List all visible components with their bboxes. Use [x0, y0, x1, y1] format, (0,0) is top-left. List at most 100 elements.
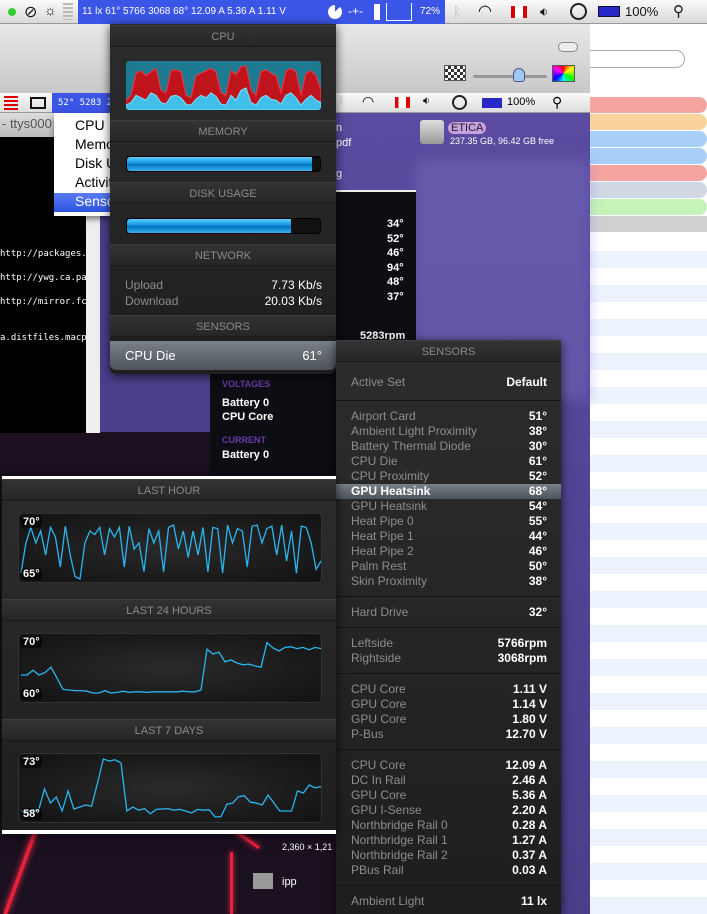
sensor-row[interactable]: PBus Rail 0.03 A: [351, 863, 547, 878]
file-icon[interactable]: [253, 873, 273, 889]
sensor-label: Hard Drive: [351, 605, 409, 619]
sensor-row[interactable]: Leftside 5766rpm: [351, 636, 547, 651]
sensor-row[interactable]: Hard Drive 32°: [351, 605, 547, 620]
spotlight-search-icon[interactable]: ⚲: [673, 3, 684, 20]
sensor-row[interactable]: Palm Rest 50°: [351, 559, 547, 574]
istat-menu-item[interactable]: 52° 5283 26: [52, 93, 110, 113]
sensor-row[interactable]: CPU Core 1.11 V: [351, 682, 547, 697]
sensor-label: CPU Core: [351, 758, 406, 772]
sensor-value: 12.70 V: [505, 727, 547, 741]
sensor-label: Heat Pipe 0: [351, 514, 414, 528]
y-tick-min: 60°: [21, 688, 42, 700]
sensor-row[interactable]: Northbridge Rail 0 0.28 A: [351, 818, 547, 833]
section-header: CURRENT: [222, 435, 266, 445]
y-tick-min: 58°: [21, 808, 42, 820]
menu-item-disk[interactable]: Disk Usage: [75, 155, 110, 171]
disk-bar-fill: [127, 219, 292, 233]
cpu-header: CPU: [110, 25, 336, 47]
sensor-row[interactable]: GPU Heatsink 68°: [336, 484, 561, 499]
menu-item-sensors[interactable]: Sensors: [54, 193, 110, 212]
sensor-row[interactable]: Northbridge Rail 2 0.37 A: [351, 848, 547, 863]
file-label[interactable]: ipp: [282, 876, 297, 888]
sensor-row[interactable]: DC In Rail 2.46 A: [351, 773, 547, 788]
sensor-value: 1.14 V: [512, 697, 547, 711]
sensor-label: Northbridge Rail 1: [351, 833, 448, 847]
time-machine-icon[interactable]: ⊘: [24, 4, 38, 21]
file-label: pdf: [336, 137, 352, 149]
istat-menu-item[interactable]: 11 lx 61° 5766 3068 68° 12.09 A 5.36 A 1…: [78, 0, 445, 24]
sensor-value: 3068rpm: [497, 651, 547, 665]
sensor-row[interactable]: Airport Card 51°: [351, 409, 547, 424]
disk-bar-icon: [374, 4, 380, 20]
color-picker-icon[interactable]: [552, 65, 575, 82]
menu-item-activity[interactable]: Activity: [75, 174, 110, 190]
sensor-row[interactable]: Heat Pipe 0 55°: [351, 514, 547, 529]
volume-icon[interactable]: 🔉︎: [540, 4, 549, 19]
brightness-icon[interactable]: ☼: [44, 2, 57, 18]
wifi-icon[interactable]: ◠: [478, 3, 492, 20]
temperature-value: 34°: [387, 218, 404, 230]
sensor-row[interactable]: Ambient Light 11 lx: [351, 894, 547, 909]
sensor-row[interactable]: GPU Heatsink 54°: [351, 499, 547, 514]
sensor-value: 0.28 A: [512, 818, 547, 832]
last-24-hours-chart: 70° 60°: [18, 633, 322, 703]
sensor-row[interactable]: Heat Pipe 1 44°: [351, 529, 547, 544]
sensor-row-cpu-die[interactable]: CPU Die 61°: [110, 341, 336, 370]
toolbar-toggle-button[interactable]: [558, 42, 578, 52]
bluetooth-icon[interactable]: ᛒ: [453, 4, 461, 19]
sensor-row[interactable]: GPU Core 5.36 A: [351, 788, 547, 803]
sensor-row[interactable]: Heat Pipe 2 46°: [351, 544, 547, 559]
sensor-row[interactable]: CPU Core 12.09 A: [351, 758, 547, 773]
temperature-value: 46°: [387, 247, 404, 259]
sensor-row[interactable]: Skin Proximity 38°: [351, 574, 547, 589]
canada-flag-icon: [395, 97, 410, 108]
y-tick-max: 70°: [21, 516, 42, 528]
status-dot-icon: [8, 8, 16, 16]
temperature-history-line: [20, 758, 322, 818]
sensor-value: 2.20 A: [512, 803, 547, 817]
sensor-label: Ambient Light Proximity: [351, 424, 478, 438]
memory-bar: [126, 156, 321, 172]
disk-info: 237.35 GB, 96.42 GB free: [450, 136, 555, 146]
spotlight-search-icon: ⚲: [552, 94, 563, 110]
sensor-label: Heat Pipe 1: [351, 529, 414, 543]
sensor-row[interactable]: CPU Proximity 52°: [351, 469, 547, 484]
transparency-icon[interactable]: [444, 65, 466, 81]
sensor-row[interactable]: Ambient Light Proximity 38°: [351, 424, 547, 439]
sensor-label: CPU Proximity: [351, 469, 430, 483]
network-header: NETWORK: [110, 244, 336, 266]
memory-meter-icon[interactable]: [63, 3, 73, 20]
bluetooth-icon: ᛒ: [338, 95, 345, 107]
menu-item-memory[interactable]: Memory: [75, 136, 110, 152]
sensor-label: Heat Pipe 2: [351, 544, 414, 558]
temperature-value: 52°: [387, 232, 404, 245]
last-7-days-header: LAST 7 DAYS: [2, 719, 336, 741]
battery-icon[interactable]: [598, 6, 620, 17]
y-tick-max: 70°: [21, 636, 42, 648]
sensor-label: Battery 0: [222, 397, 270, 409]
sensor-row[interactable]: CPU Die 61°: [351, 454, 547, 469]
sensor-row[interactable]: Rightside 3068rpm: [351, 651, 547, 666]
sensor-row[interactable]: GPU Core 1.80 V: [351, 712, 547, 727]
menu-item-cpu[interactable]: CPU: [75, 117, 105, 133]
active-set-value[interactable]: Default: [506, 375, 547, 389]
hard-drive-icon[interactable]: [420, 120, 444, 144]
divider: [336, 673, 561, 674]
sensor-row[interactable]: Battery Thermal Diode 30°: [351, 439, 547, 454]
sensor-history-panel: LAST HOUR 70° 65° LAST 24 HOURS 70° 60° …: [2, 476, 336, 834]
sensor-value: 32°: [528, 605, 547, 619]
sensor-value: 5766rpm: [497, 636, 547, 650]
sensor-row[interactable]: P-Bus 12.70 V: [351, 727, 547, 742]
memory-meter-icon: [4, 96, 18, 110]
file-label: g: [336, 168, 343, 180]
sensor-row[interactable]: Northbridge Rail 1 1.27 A: [351, 833, 547, 848]
sensor-row[interactable]: GPU Core 1.14 V: [351, 697, 547, 712]
slider-thumb[interactable]: [513, 68, 525, 82]
opacity-slider[interactable]: [473, 75, 547, 78]
disk-name[interactable]: ETICA: [448, 122, 487, 134]
canada-flag-icon[interactable]: [511, 6, 527, 18]
image-size-label: 2,360 × 1,21: [282, 842, 333, 852]
sensor-label: GPU I-Sense: [351, 803, 422, 817]
sensor-row[interactable]: GPU I-Sense 2.20 A: [351, 803, 547, 818]
clock-icon[interactable]: [570, 3, 587, 20]
